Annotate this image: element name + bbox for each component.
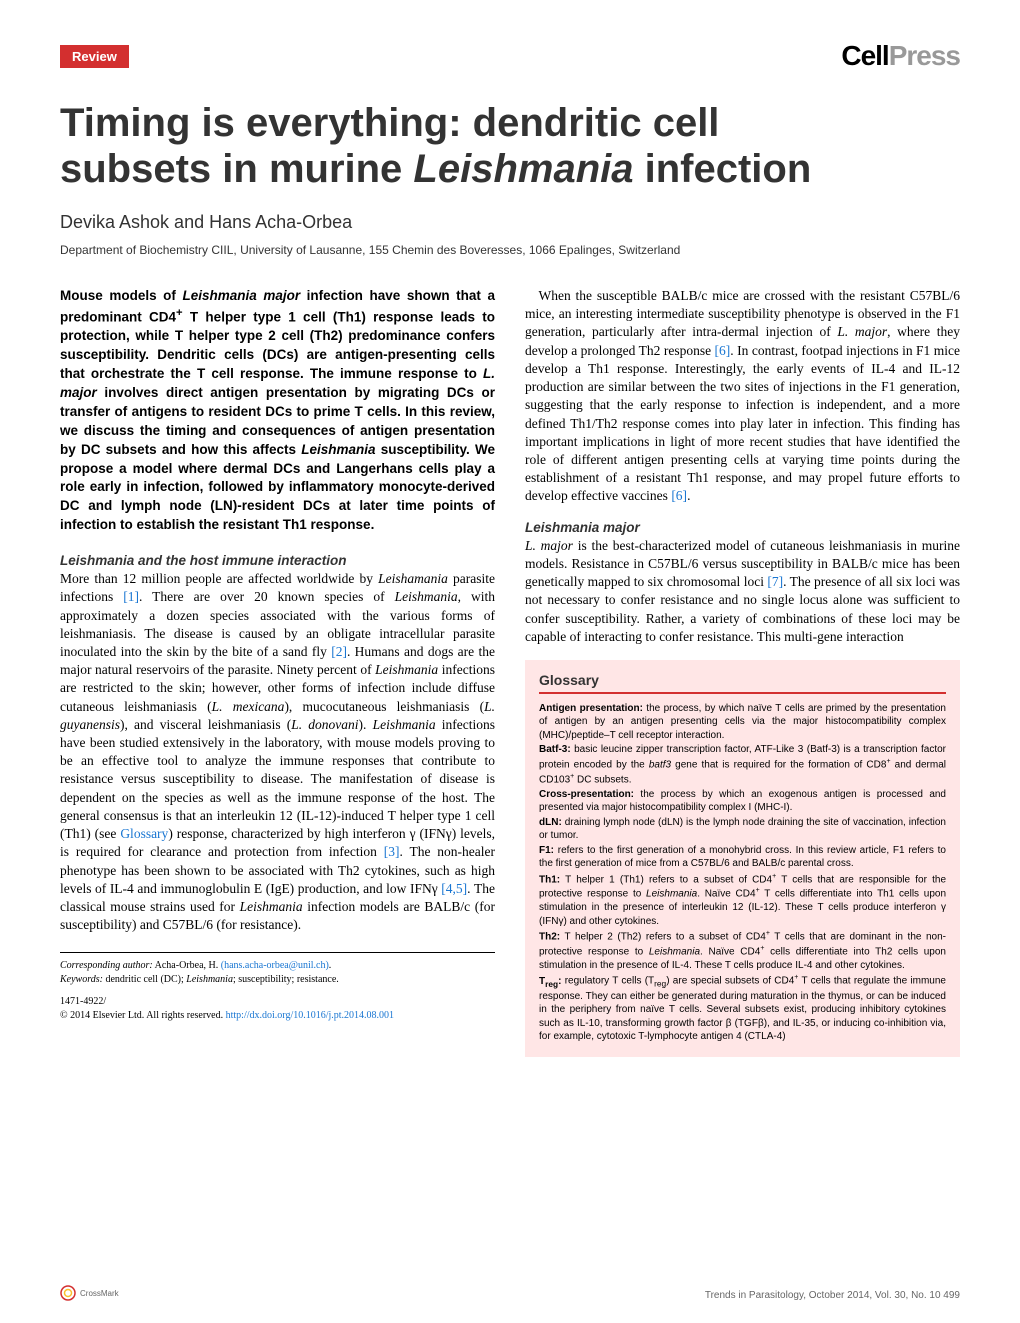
glossary-box: Glossary Antigen presentation: the proce… (525, 660, 960, 1057)
abstract: Mouse models of Leishmania major infecti… (60, 287, 495, 535)
two-column-layout: Mouse models of Leishmania major infecti… (60, 287, 960, 1057)
col2-paragraph-1: When the susceptible BALB/c mice are cro… (525, 287, 960, 506)
abstract-sup: + (176, 307, 183, 319)
corresponding-label: Corresponding author: (60, 960, 153, 971)
title-line-2a: subsets in murine (60, 147, 413, 191)
right-column: When the susceptible BALB/c mice are cro… (525, 287, 960, 1057)
section-heading-1: Leishmania and the host immune interacti… (60, 553, 495, 568)
section-heading-2: Leishmania major (525, 520, 960, 535)
glossary-entry: Th2: T helper 2 (Th2) refers to a subset… (539, 929, 946, 972)
title-line-2c: infection (634, 147, 812, 191)
article-footer-meta: Corresponding author: Acha-Orbea, H. (ha… (60, 952, 495, 1023)
copyright-text: © 2014 Elsevier Ltd. All rights reserved… (60, 1010, 226, 1021)
logo-cell: Cell (841, 40, 888, 71)
crossmark-label: CrossMark (80, 1289, 119, 1298)
logo-press: Press (889, 40, 960, 71)
section-2-body: L. major is the best-characterized model… (525, 537, 960, 646)
crossmark-badge[interactable]: CrossMark (60, 1285, 119, 1301)
glossary-entry: Treg: regulatory T cells (Treg) are spec… (539, 973, 946, 1044)
glossary-entry: dLN: draining lymph node (dLN) is the ly… (539, 816, 946, 843)
title-line-1: Timing is everything: dendritic cell (60, 101, 719, 145)
review-badge: Review (60, 45, 129, 68)
corresponding-email-link[interactable]: (hans.acha-orbea@unil.ch) (221, 960, 329, 971)
section-1-body: More than 12 million people are affected… (60, 570, 495, 934)
affiliation: Department of Biochemistry CIIL, Univers… (60, 243, 960, 257)
keywords-label: Keywords: (60, 974, 103, 985)
glossary-entry: Th1: T helper 1 (Th1) refers to a subset… (539, 872, 946, 929)
abstract-italic-3: Leishmania (301, 442, 375, 457)
glossary-entry: Batf-3: basic leucine zipper transcripti… (539, 743, 946, 786)
authors: Devika Ashok and Hans Acha-Orbea (60, 212, 960, 233)
crossmark-icon (60, 1285, 76, 1301)
glossary-title: Glossary (539, 672, 946, 694)
left-column: Mouse models of Leishmania major infecti… (60, 287, 495, 1057)
corresponding-name: Acha-Orbea, H. (153, 960, 221, 971)
title-line-2b: Leishmania (413, 147, 633, 191)
doi-link[interactable]: http://dx.doi.org/10.1016/j.pt.2014.08.0… (226, 1010, 394, 1021)
glossary-entry: Cross-presentation: the process by which… (539, 788, 946, 815)
glossary-entry: F1: refers to the first generation of a … (539, 844, 946, 871)
page-footer: Trends in Parasitology, October 2014, Vo… (705, 1290, 960, 1301)
abstract-text: Mouse models of (60, 288, 182, 303)
keywords-text: dendritic cell (DC); Leishmania; suscept… (103, 974, 339, 985)
abstract-italic-1: Leishmania major (182, 288, 300, 303)
cellpress-logo: CellPress (841, 40, 960, 72)
issn: 1471-4922/ (60, 995, 495, 1009)
glossary-entry: Antigen presentation: the process, by wh… (539, 702, 946, 743)
article-title: Timing is everything: dendritic cell sub… (60, 100, 960, 192)
